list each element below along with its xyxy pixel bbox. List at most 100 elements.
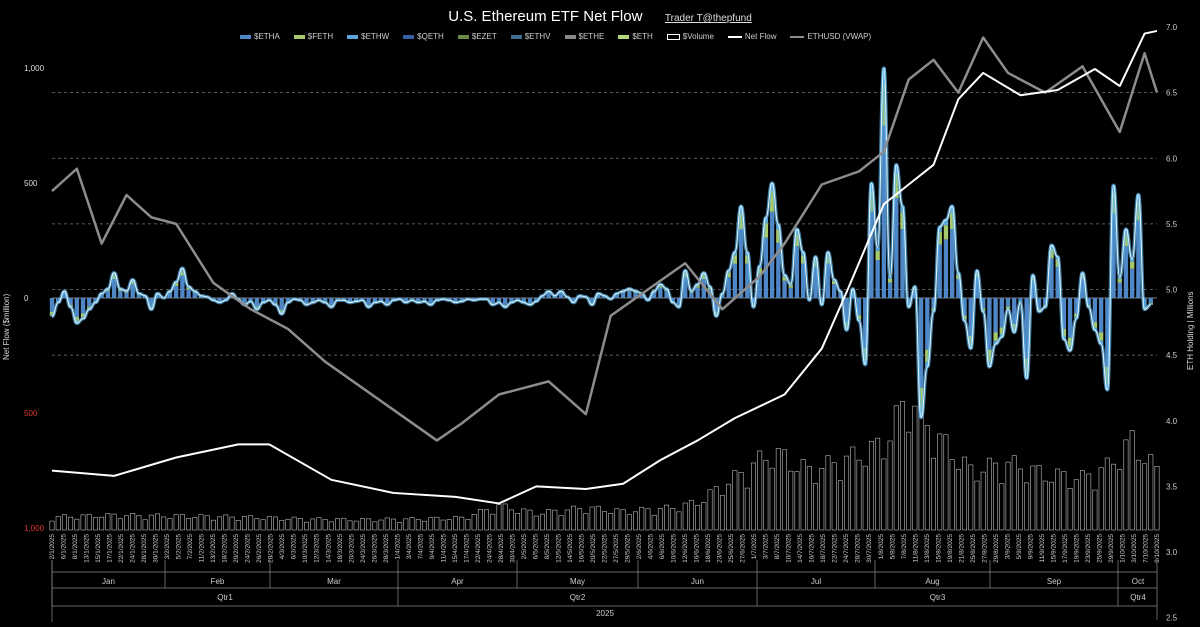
legend-item: $Volume [666,32,714,41]
flow-bar [776,242,781,298]
volume-bar [49,520,55,531]
legend-swatch [293,34,305,39]
flow-bar [800,263,806,298]
volume-bar [626,514,632,531]
volume-bar [155,513,161,531]
volume-bar [912,405,918,531]
volume-bar [192,517,198,531]
volume-bar [1098,467,1104,531]
flow-bar [149,298,154,307]
volume-bar [837,480,843,531]
legend-swatch [347,34,359,39]
flow-bar [1067,337,1073,348]
x-date-label: 15/1/2025 [95,534,102,563]
flow-bar [87,298,92,307]
volume-bar [893,405,899,531]
volume-bar [316,517,322,531]
x-date-label: 9/10/2025 [1154,534,1161,563]
volume-bar [1036,464,1042,531]
flow-bar [1049,258,1054,298]
y-right-tick-label: 3.0 [1166,548,1178,557]
volume-bar [763,459,769,531]
x-date-label: 22/1/2025 [118,534,125,563]
flow-bar [74,298,80,317]
legend-label: $ETHW [361,32,390,41]
volume-bar [608,513,614,531]
flow-bar [943,239,949,298]
flow-bar [1136,220,1141,298]
x-date-label: 24/1/2025 [130,534,137,563]
flow-bar [993,332,998,341]
flow-bar [1061,298,1067,330]
flow-bar [987,349,992,363]
flow-bar [788,285,793,288]
volume-bar [527,509,533,531]
x-date-label: 14/5/2025 [567,534,574,563]
volume-bar [875,437,881,531]
flow-bar [180,270,185,276]
legend-swatch [240,34,251,39]
legend-item: Net Flow [727,32,776,41]
flow-bar [683,277,688,298]
volume-bar [775,448,781,531]
x-date-label: 7/8/2025 [901,534,908,560]
chart-title: U.S. Ethereum ETF Net Flow [448,8,643,25]
flow-bar [1148,298,1153,304]
flow-bar [167,292,173,298]
volume-bar [397,522,403,531]
flow-bar [881,84,887,126]
x-date-label: 17/9/2025 [1062,534,1069,563]
flow-bar [124,292,129,298]
volume-bar [1154,466,1160,531]
volume-bar [688,499,694,531]
flow-bar [111,279,117,298]
x-date-label: 1/4/2025 [394,534,401,560]
flow-bar [1086,298,1091,305]
x-date-label: 7/10/2025 [1142,534,1149,563]
y-left-tick-label: 0 [24,294,29,303]
chart-credit[interactable]: Trader T@thepfund [664,13,752,24]
flow-bar [80,298,86,314]
x-date-label: 6/5/2025 [532,534,539,560]
net-flow-glow-line [51,66,1152,420]
volume-bar [639,506,645,531]
x-date-label: 15/9/2025 [1050,534,1057,563]
flow-bar [372,298,377,302]
volume-bar [304,521,309,531]
flow-bar [1111,213,1116,298]
volume-bar [372,521,378,531]
x-date-label: 2/6/2025 [636,534,643,560]
month-label: Jul [811,577,821,586]
x-date-label: 13/8/2025 [924,534,931,563]
x-date-label: 4/3/2025 [279,534,286,560]
x-date-label: 8/7/2025 [774,534,781,560]
volume-bar [788,470,794,531]
x-date-label: 25/9/2025 [1096,534,1103,563]
volume-bar [533,515,539,531]
flow-bar [881,125,887,298]
volume-bar [291,516,297,531]
flow-bar [863,298,868,349]
volume-bar [421,520,427,531]
volume-bar [726,483,732,531]
y-left-tick-label: 500 [24,409,38,418]
flow-bar [701,274,706,280]
flow-bar [186,287,191,290]
legend-swatch [727,35,742,38]
x-date-label: 20/5/2025 [590,534,597,563]
volume-bar [564,509,570,531]
x-date-label: 20/3/2025 [348,534,355,563]
volume-bar [1080,470,1085,531]
volume-bar [1048,481,1054,531]
x-date-label: 12/6/2025 [682,534,689,563]
flow-bar [776,229,781,243]
volume-bar [800,459,806,531]
volume-bar [1024,482,1030,531]
volume-bar [806,466,812,531]
x-date-label: 28/2/2025 [268,534,275,563]
flow-bar [962,298,967,316]
flow-bar [987,298,992,350]
flow-bar [763,223,769,238]
volume-bar [993,462,999,531]
flow-bar [130,284,135,298]
